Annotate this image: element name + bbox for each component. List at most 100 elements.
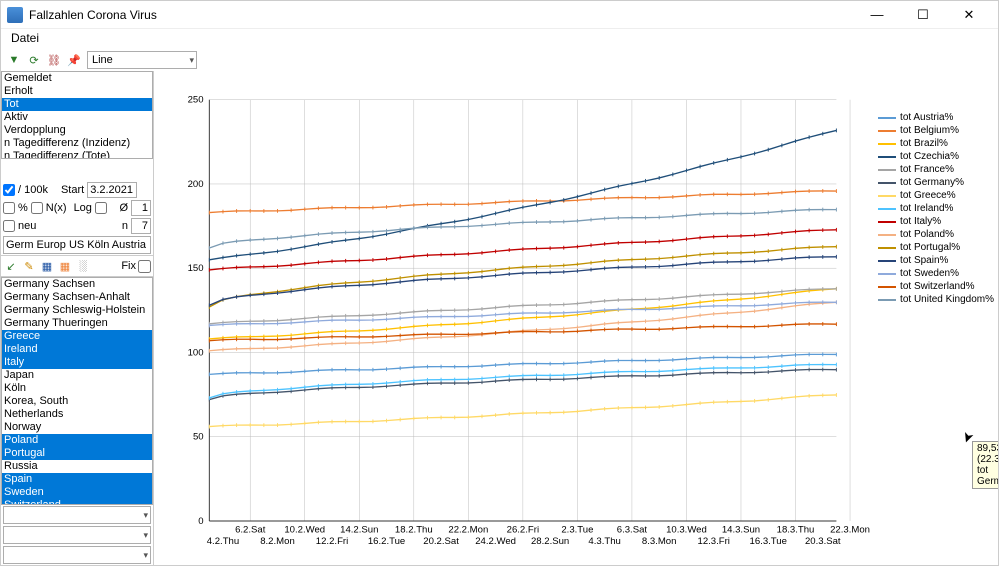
list-item[interactable]: Switzerland — [2, 499, 152, 505]
list-item[interactable]: Erholt — [2, 85, 152, 98]
list-item[interactable]: Ireland — [2, 343, 152, 356]
arrow-left-icon[interactable]: ↙ — [3, 258, 19, 274]
n-input[interactable] — [131, 218, 151, 234]
percent-label: % — [18, 202, 28, 214]
list-item[interactable]: Korea, South — [2, 395, 152, 408]
svg-text:26.2.Fri: 26.2.Fri — [507, 524, 539, 535]
list-item[interactable]: Gemeldet — [2, 72, 152, 85]
legend-item: tot Ireland% — [878, 202, 994, 215]
svg-text:6.3.Sat: 6.3.Sat — [617, 524, 648, 535]
bottom-combo-1[interactable] — [3, 506, 151, 524]
chart-type-combo[interactable]: Line — [87, 51, 197, 69]
svg-text:6.2.Sat: 6.2.Sat — [235, 524, 266, 535]
svg-text:250: 250 — [188, 95, 204, 106]
svg-text:28.2.Sun: 28.2.Sun — [531, 536, 569, 547]
svg-text:150: 150 — [188, 263, 204, 274]
svg-text:12.2.Fri: 12.2.Fri — [316, 536, 348, 547]
svg-text:2.3.Tue: 2.3.Tue — [561, 524, 593, 535]
blue-square-icon[interactable]: ▦ — [39, 258, 55, 274]
options-row: % N(x) Log Ø — [1, 199, 153, 217]
svg-text:22.2.Mon: 22.2.Mon — [448, 524, 488, 535]
grid-icon[interactable]: ░ — [75, 258, 91, 274]
neu-label: neu — [18, 220, 36, 232]
svg-text:0: 0 — [198, 516, 203, 527]
list-item[interactable]: Germany Thueringen — [2, 317, 152, 330]
list-item[interactable]: Germany Sachsen — [2, 278, 152, 291]
svg-text:50: 50 — [193, 432, 204, 443]
svg-text:4.2.Thu: 4.2.Thu — [207, 536, 239, 547]
menu-datei[interactable]: Datei — [5, 29, 45, 47]
list-item[interactable]: Russia — [2, 460, 152, 473]
window-title: Fallzahlen Corona Virus — [29, 8, 854, 22]
list-item[interactable]: Köln — [2, 382, 152, 395]
minimize-button[interactable]: — — [854, 1, 900, 29]
per100k-row: / 100k Start — [1, 181, 153, 199]
list-item[interactable]: Sweden — [2, 486, 152, 499]
legend-item: tot United Kingdom% — [878, 293, 994, 306]
list-item[interactable]: n Tagedifferenz (Inzidenz) — [2, 137, 152, 150]
svg-text:18.2.Thu: 18.2.Thu — [395, 524, 433, 535]
filter-icon[interactable]: ▼ — [5, 51, 23, 69]
list-item[interactable]: Portugal — [2, 447, 152, 460]
svg-text:20.3.Sat: 20.3.Sat — [805, 536, 841, 547]
list-item[interactable]: Spain — [2, 473, 152, 486]
svg-text:8.2.Mon: 8.2.Mon — [260, 536, 295, 547]
pencil-icon[interactable]: ✎ — [21, 258, 37, 274]
list-item[interactable]: Italy — [2, 356, 152, 369]
percent-checkbox[interactable] — [3, 202, 15, 214]
sidebar-toolbar: ↙ ✎ ▦ ▦ ░ Fix — [1, 255, 153, 277]
fix-checkbox[interactable] — [138, 260, 151, 273]
legend-item: tot France% — [878, 163, 994, 176]
chart-svg: 0501001502002506.2.Sat10.2.Wed14.2.Sun18… — [154, 71, 998, 565]
list-item[interactable]: Greece — [2, 330, 152, 343]
neu-checkbox[interactable] — [3, 220, 15, 232]
legend: tot Austria%tot Belgium%tot Brazil%tot C… — [878, 111, 994, 306]
list-item[interactable]: Norway — [2, 421, 152, 434]
svg-text:8.3.Mon: 8.3.Mon — [642, 536, 677, 547]
log-label: Log — [74, 202, 92, 214]
list-item[interactable]: Japan — [2, 369, 152, 382]
start-label: Start — [61, 184, 84, 196]
legend-item: tot Switzerland% — [878, 280, 994, 293]
start-input[interactable] — [87, 182, 137, 198]
bottom-combo-3[interactable] — [3, 546, 151, 564]
svg-text:14.3.Sun: 14.3.Sun — [722, 524, 760, 535]
legend-item: tot Brazil% — [878, 137, 994, 150]
list-item[interactable]: Verdopplung — [2, 124, 152, 137]
fix-label: Fix — [121, 260, 136, 272]
legend-item: tot Sweden% — [878, 267, 994, 280]
log-checkbox[interactable] — [95, 202, 107, 214]
list-item[interactable]: Poland — [2, 434, 152, 447]
svg-text:4.3.Thu: 4.3.Thu — [588, 536, 620, 547]
list-item[interactable]: n Tagedifferenz (Tote) — [2, 150, 152, 159]
metric-listbox[interactable]: GemeldetErholtTotAktivVerdopplungn Taged… — [1, 71, 153, 159]
pin-icon[interactable]: 📌 — [65, 51, 83, 69]
diameter-input[interactable] — [131, 200, 151, 216]
legend-item: tot Portugal% — [878, 241, 994, 254]
svg-text:200: 200 — [188, 179, 204, 190]
diameter-label: Ø — [119, 202, 128, 214]
refresh-icon[interactable]: ⟳ — [25, 51, 43, 69]
app-window: Fallzahlen Corona Virus — ☐ ✕ Datei ▼ ⟳ … — [0, 0, 999, 566]
list-item[interactable]: Germany Schleswig-Holstein — [2, 304, 152, 317]
list-item[interactable]: Netherlands — [2, 408, 152, 421]
legend-item: tot Spain% — [878, 254, 994, 267]
preset-combo[interactable]: Germ Europ US Köln Austria Brazil Turkey — [3, 236, 151, 254]
svg-text:10.2.Wed: 10.2.Wed — [284, 524, 325, 535]
list-item[interactable]: Germany Sachsen-Anhalt — [2, 291, 152, 304]
svg-text:12.3.Fri: 12.3.Fri — [698, 536, 730, 547]
close-button[interactable]: ✕ — [946, 1, 992, 29]
per100k-checkbox[interactable] — [3, 184, 15, 196]
maximize-button[interactable]: ☐ — [900, 1, 946, 29]
nx-checkbox[interactable] — [31, 202, 43, 214]
legend-item: tot Belgium% — [878, 124, 994, 137]
orange-square-icon[interactable]: ▦ — [57, 258, 73, 274]
list-item[interactable]: Tot — [2, 98, 152, 111]
list-item[interactable]: Aktiv — [2, 111, 152, 124]
titlebar: Fallzahlen Corona Virus — ☐ ✕ — [1, 1, 998, 29]
svg-text:18.3.Thu: 18.3.Thu — [777, 524, 815, 535]
bottom-combo-2[interactable] — [3, 526, 151, 544]
svg-text:20.2.Sat: 20.2.Sat — [423, 536, 459, 547]
country-listbox[interactable]: Germany SachsenGermany Sachsen-AnhaltGer… — [1, 277, 153, 505]
binoculars-icon[interactable]: ⛓ — [45, 51, 63, 69]
